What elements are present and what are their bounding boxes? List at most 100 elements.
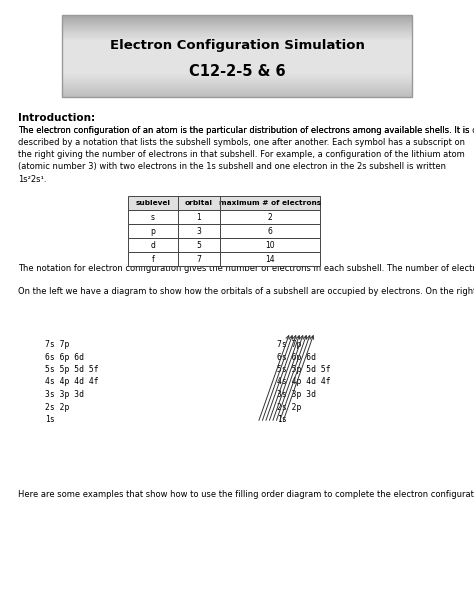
Text: 5s 5p 5d 5f: 5s 5p 5d 5f — [45, 365, 99, 374]
Bar — [62, 36, 412, 37]
Bar — [62, 83, 412, 84]
Text: 7s 7p: 7s 7p — [277, 340, 301, 349]
Bar — [62, 91, 412, 92]
Bar — [62, 67, 412, 68]
Text: orbital: orbital — [185, 200, 213, 206]
Text: Here are some examples that show how to use the filling order diagram to complet: Here are some examples that show how to … — [18, 490, 474, 499]
Text: The electron configuration of an atom is the particular distribution of electron: The electron configuration of an atom is… — [18, 126, 470, 184]
Bar — [62, 60, 412, 61]
Bar — [62, 65, 412, 66]
Bar — [62, 25, 412, 26]
Bar — [62, 16, 412, 17]
Bar — [62, 93, 412, 94]
Bar — [62, 55, 412, 56]
Bar — [62, 71, 412, 72]
Bar — [62, 42, 412, 43]
Bar — [62, 88, 412, 89]
Text: 2s 2p: 2s 2p — [45, 403, 69, 411]
Text: 3s 3p 3d: 3s 3p 3d — [277, 390, 316, 399]
Bar — [62, 63, 412, 64]
Bar — [62, 72, 412, 74]
Bar — [62, 70, 412, 71]
Bar — [62, 31, 412, 32]
Text: 6s 6p 6d: 6s 6p 6d — [45, 352, 84, 362]
Text: 7: 7 — [197, 254, 201, 264]
Text: 2: 2 — [268, 213, 273, 221]
Bar — [62, 90, 412, 91]
Text: sublevel: sublevel — [136, 200, 171, 206]
Bar — [62, 56, 412, 57]
Text: 5: 5 — [197, 240, 201, 249]
Bar — [62, 92, 412, 93]
Bar — [62, 23, 412, 25]
Text: 1s: 1s — [277, 415, 287, 424]
Bar — [62, 28, 412, 29]
Bar — [128, 252, 320, 266]
Bar — [62, 43, 412, 44]
Text: Electron Configuration Simulation: Electron Configuration Simulation — [109, 39, 365, 53]
Bar — [62, 15, 412, 97]
Bar — [62, 75, 412, 77]
Bar — [62, 47, 412, 48]
Bar — [62, 94, 412, 95]
Bar — [62, 15, 412, 16]
Bar — [62, 58, 412, 59]
Bar — [62, 87, 412, 88]
Text: Introduction:: Introduction: — [18, 113, 95, 123]
Bar — [62, 18, 412, 19]
Bar — [62, 53, 412, 54]
Text: C12-2-5 & 6: C12-2-5 & 6 — [189, 64, 285, 80]
Bar — [62, 82, 412, 83]
Text: 4s 4p 4d 4f: 4s 4p 4d 4f — [45, 378, 99, 387]
Bar — [62, 26, 412, 28]
Text: 6: 6 — [267, 226, 273, 235]
Bar — [62, 78, 412, 80]
Text: 3s 3p 3d: 3s 3p 3d — [45, 390, 84, 399]
Text: 10: 10 — [265, 240, 275, 249]
Bar — [62, 85, 412, 86]
Bar — [62, 62, 412, 63]
Bar — [62, 89, 412, 90]
Bar — [62, 54, 412, 55]
Text: 14: 14 — [265, 254, 275, 264]
Bar — [62, 66, 412, 67]
Text: d: d — [151, 240, 155, 249]
Bar — [62, 46, 412, 47]
Bar — [62, 57, 412, 58]
Bar — [62, 96, 412, 97]
Bar — [62, 80, 412, 82]
Text: The electron configuration of an atom is the particular distribution of electron: The electron configuration of an atom is… — [18, 126, 474, 135]
Bar — [62, 19, 412, 20]
Text: 1s: 1s — [45, 415, 55, 424]
Text: s: s — [151, 213, 155, 221]
Text: 4s 4p 4d 4f: 4s 4p 4d 4f — [277, 378, 331, 387]
Bar — [62, 59, 412, 60]
Text: The notation for electron configuration gives the number of electrons in each su: The notation for electron configuration … — [18, 264, 474, 273]
Bar — [62, 21, 412, 22]
Bar — [62, 45, 412, 46]
Bar — [62, 49, 412, 50]
Bar — [128, 196, 320, 210]
Bar — [128, 224, 320, 238]
Text: 1: 1 — [197, 213, 201, 221]
Bar — [62, 22, 412, 23]
Text: 3: 3 — [197, 226, 201, 235]
Bar — [128, 210, 320, 224]
Bar — [62, 69, 412, 70]
Bar — [62, 40, 412, 42]
Bar — [62, 48, 412, 49]
Bar — [62, 64, 412, 65]
Text: 6s 6p 6d: 6s 6p 6d — [277, 352, 316, 362]
Bar — [62, 95, 412, 96]
Text: 2s 2p: 2s 2p — [277, 403, 301, 411]
Bar — [62, 61, 412, 62]
Bar — [62, 39, 412, 40]
Bar — [62, 74, 412, 75]
Bar — [62, 86, 412, 87]
Bar — [62, 34, 412, 36]
Bar — [62, 37, 412, 39]
Bar — [62, 84, 412, 85]
Bar — [62, 17, 412, 18]
Bar — [62, 68, 412, 69]
Text: On the left we have a diagram to show how the orbitals of a subshell are occupie: On the left we have a diagram to show ho… — [18, 287, 474, 296]
